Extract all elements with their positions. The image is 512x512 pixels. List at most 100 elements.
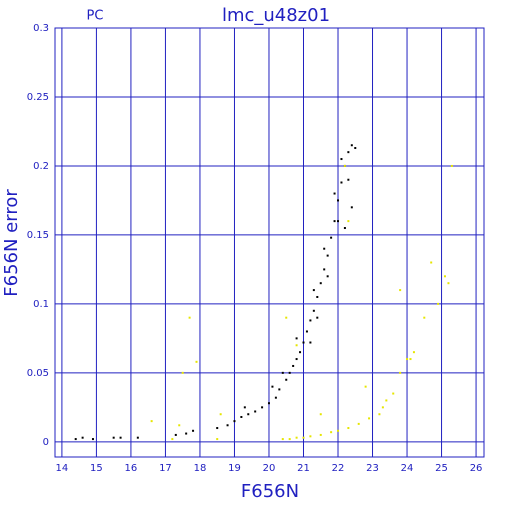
y-tick-label: 0.1 xyxy=(33,299,49,310)
point xyxy=(450,164,453,167)
point xyxy=(309,435,312,438)
point xyxy=(319,282,322,285)
point xyxy=(333,220,336,223)
point xyxy=(340,181,343,184)
point xyxy=(195,360,198,363)
point xyxy=(171,438,174,441)
point xyxy=(174,433,177,436)
x-tick-label: 23 xyxy=(366,463,379,474)
x-tick-label: 26 xyxy=(470,463,483,474)
point xyxy=(340,158,343,161)
x-tick-label: 18 xyxy=(194,463,207,474)
point xyxy=(281,438,284,441)
point xyxy=(274,396,277,399)
point xyxy=(447,282,450,285)
point xyxy=(357,422,360,425)
point xyxy=(337,199,340,202)
x-tick-label: 24 xyxy=(401,463,414,474)
point xyxy=(333,192,336,195)
x-tick-label: 25 xyxy=(435,463,448,474)
point xyxy=(261,406,264,409)
point xyxy=(288,371,291,374)
point xyxy=(299,351,302,354)
point xyxy=(347,427,350,430)
point xyxy=(309,319,312,322)
point xyxy=(312,289,315,292)
point xyxy=(295,344,298,347)
point xyxy=(243,406,246,409)
point xyxy=(309,341,312,344)
point xyxy=(399,289,402,292)
chart-subtitle: PC xyxy=(87,9,104,24)
point xyxy=(437,302,440,305)
point xyxy=(364,385,367,388)
point xyxy=(285,316,288,319)
point xyxy=(285,378,288,381)
point xyxy=(347,178,350,181)
point xyxy=(347,220,350,223)
point xyxy=(409,358,412,361)
x-tick-label: 22 xyxy=(332,463,345,474)
point xyxy=(350,144,353,147)
point xyxy=(347,151,350,154)
point xyxy=(292,364,295,367)
point xyxy=(378,413,381,416)
chart-title: lmc_u48z01 xyxy=(222,5,330,26)
point xyxy=(192,429,195,432)
point xyxy=(216,427,219,430)
point xyxy=(119,436,122,439)
point xyxy=(323,247,326,250)
point xyxy=(150,420,153,423)
point xyxy=(326,275,329,278)
y-tick-label: 0.2 xyxy=(33,161,49,172)
x-tick-label: 14 xyxy=(56,463,69,474)
point xyxy=(216,438,219,441)
point xyxy=(330,236,333,239)
point xyxy=(226,424,229,427)
point xyxy=(188,316,191,319)
y-tick-label: 0.05 xyxy=(27,368,49,379)
point xyxy=(343,164,346,167)
point xyxy=(319,433,322,436)
point xyxy=(323,268,326,271)
point xyxy=(295,358,298,361)
point xyxy=(181,371,184,374)
point xyxy=(343,227,346,230)
point xyxy=(412,351,415,354)
point xyxy=(368,417,371,420)
point xyxy=(354,147,357,150)
point xyxy=(319,413,322,416)
point xyxy=(330,431,333,434)
point xyxy=(406,358,409,361)
point xyxy=(399,371,402,374)
point xyxy=(91,438,94,441)
point xyxy=(444,275,446,278)
point xyxy=(178,424,181,427)
y-tick-label: 0.25 xyxy=(27,92,49,103)
x-tick-label: 19 xyxy=(228,463,241,474)
x-tick-label: 20 xyxy=(263,463,276,474)
point xyxy=(288,438,291,441)
point xyxy=(240,415,243,418)
x-tick-label: 17 xyxy=(159,463,172,474)
x-tick-label: 21 xyxy=(297,463,310,474)
y-tick-label: 0.3 xyxy=(33,23,49,34)
point xyxy=(185,432,188,435)
point xyxy=(271,385,274,388)
point xyxy=(112,436,115,439)
point xyxy=(316,295,319,298)
point xyxy=(385,399,388,402)
point xyxy=(302,436,305,439)
point xyxy=(295,436,298,439)
point xyxy=(136,436,139,439)
y-tick-label: 0.15 xyxy=(27,230,49,241)
point xyxy=(302,341,305,344)
point xyxy=(81,436,84,439)
x-tick-label: 16 xyxy=(125,463,138,474)
point xyxy=(337,429,340,432)
point xyxy=(295,337,298,340)
x-tick-label: 15 xyxy=(90,463,103,474)
point xyxy=(392,392,395,395)
point xyxy=(326,254,329,257)
